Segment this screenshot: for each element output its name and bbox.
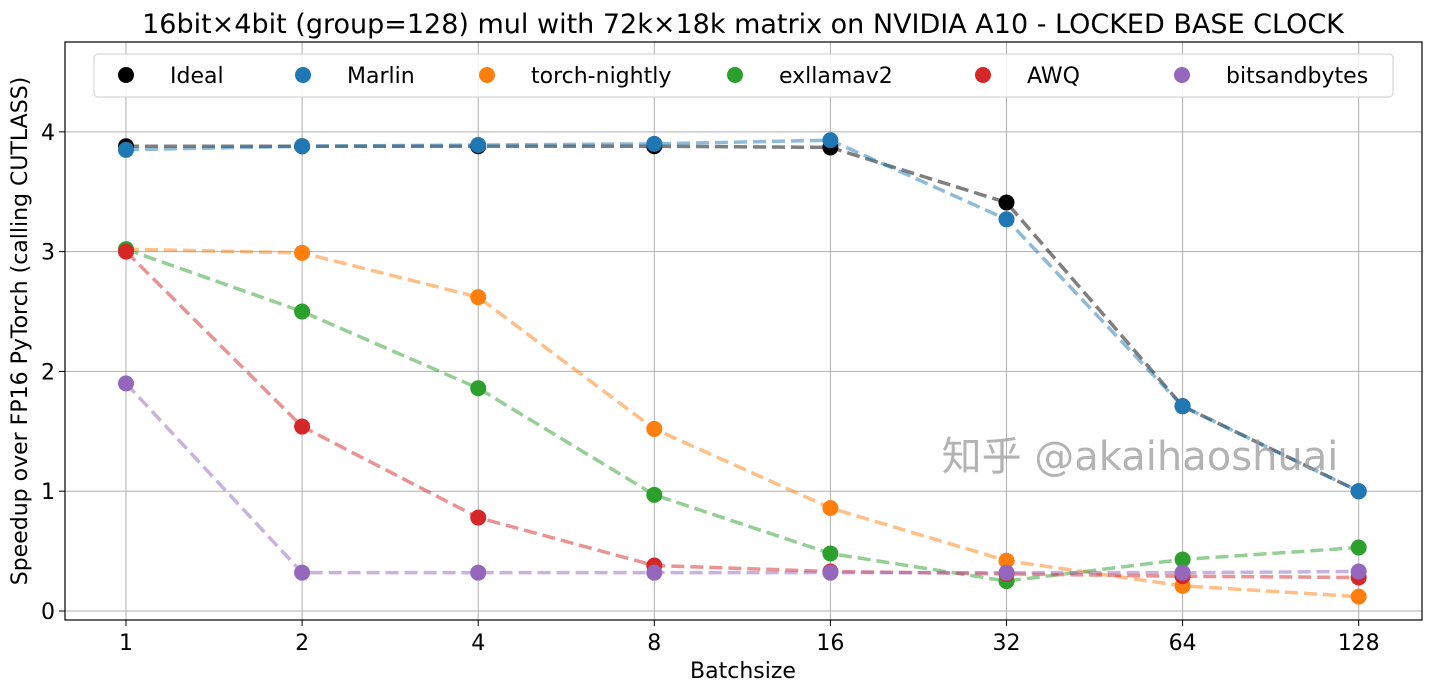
point-bitsandbytes (646, 564, 663, 581)
y-axis-label: Speedup over FP16 PyTorch (calling CUTLA… (8, 77, 33, 586)
point-marlin (822, 132, 839, 149)
line-torch-nightly (125, 247, 1359, 599)
legend-marker-bitsandbytes (1174, 67, 1190, 83)
point-bitsandbytes (998, 564, 1015, 581)
point-exllamav2 (822, 545, 839, 562)
legend: Ideal Marlin torch-nightly exllamav2 AWQ bits… (93, 53, 1394, 98)
point-bitsandbytes (470, 564, 487, 581)
point-bitsandbytes (118, 375, 134, 392)
point-torch-nightly (998, 552, 1015, 569)
point-marlin (294, 138, 311, 155)
point-exllamav2 (1350, 539, 1367, 556)
axis-ticks: 1 2 4 8 16 32 64 128 0 1 2 3 4 (41, 121, 1380, 656)
legend-label-torch-nightly: torch-nightly (531, 64, 671, 89)
x-tick-label: 32 (993, 631, 1021, 656)
point-exllamav2 (1174, 551, 1191, 568)
line-marlin (125, 138, 1360, 493)
legend-frame (93, 53, 1394, 98)
point-awq (294, 418, 311, 435)
legend-marker-exllamav2 (727, 67, 743, 83)
point-torch-nightly (470, 289, 487, 306)
legend-marker-awq (975, 67, 991, 83)
point-bitsandbytes (822, 564, 839, 581)
point-marlin (1350, 483, 1367, 500)
point-marlin (998, 211, 1015, 228)
line-exllamav2 (125, 247, 1359, 583)
point-bitsandbytes (1174, 564, 1191, 581)
point-marlin (646, 135, 663, 152)
x-tick-label: 16 (816, 631, 844, 656)
legend-marker-ideal (118, 67, 134, 83)
legend-label-bitsandbytes: bitsandbytes (1226, 64, 1368, 89)
watermark: 知乎 @akaihaoshuai (942, 434, 1339, 480)
point-torch-nightly (294, 244, 311, 261)
point-exllamav2 (646, 486, 663, 503)
y-tick-label: 2 (41, 360, 55, 385)
y-tick-label: 0 (41, 600, 55, 625)
x-axis-label: Batchsize (690, 659, 796, 684)
x-tick-label: 128 (1338, 631, 1380, 656)
chart-title: 16bit×4bit (group=128) mul with 72k×18k … (142, 9, 1345, 40)
x-tick-label: 1 (119, 631, 133, 656)
x-tick-label: 8 (647, 631, 661, 656)
x-tick-label: 4 (471, 631, 485, 656)
point-torch-nightly (1350, 588, 1367, 605)
line-bitsandbytes (124, 382, 1359, 575)
legend-label-awq: AWQ (1027, 64, 1080, 89)
plot-frame (64, 41, 1423, 621)
legend-label-marlin: Marlin (347, 64, 415, 89)
point-torch-nightly (646, 420, 663, 437)
y-tick-label: 1 (41, 480, 55, 505)
series-lines (124, 138, 1360, 599)
y-tick-label: 3 (41, 241, 55, 266)
legend-label-ideal: Ideal (170, 64, 224, 89)
point-marlin (470, 137, 487, 154)
point-bitsandbytes (1350, 563, 1367, 580)
line-awq (124, 250, 1359, 580)
point-torch-nightly (822, 499, 839, 516)
point-marlin (118, 141, 134, 158)
grid (65, 42, 1422, 620)
point-exllamav2 (294, 303, 311, 320)
point-awq (470, 509, 487, 526)
legend-marker-torch-nightly (479, 67, 495, 83)
legend-marker-marlin (295, 67, 311, 83)
point-ideal (998, 194, 1015, 211)
point-awq (118, 243, 134, 260)
line-ideal (126, 144, 1360, 493)
y-tick-label: 4 (41, 121, 55, 146)
x-tick-label: 2 (295, 631, 309, 656)
x-tick-label: 64 (1169, 631, 1197, 656)
series-points (118, 132, 1367, 605)
legend-label-exllamav2: exllamav2 (779, 64, 893, 89)
point-exllamav2 (470, 380, 487, 397)
point-bitsandbytes (294, 564, 311, 581)
point-marlin (1174, 398, 1191, 415)
